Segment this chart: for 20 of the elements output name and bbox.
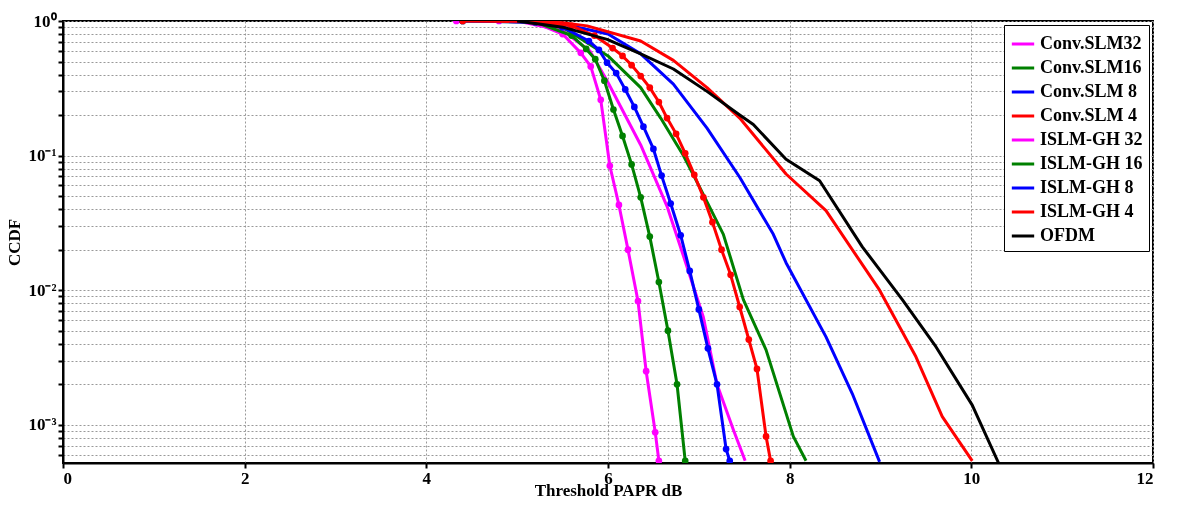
y-tick-label: 10⁻³ (28, 415, 57, 435)
x-tick-label: 0 (63, 468, 72, 488)
legend-label: ISLM-GH 32 (1040, 129, 1143, 149)
y-axis-title: CCDF (5, 218, 25, 267)
y-tick-label: 10⁻² (28, 280, 57, 300)
x-tick-label: 12 (1136, 468, 1154, 488)
legend-label: OFDM (1040, 225, 1095, 245)
legend-label: ISLM-GH 4 (1040, 201, 1134, 221)
x-tick-label: 2 (240, 468, 250, 488)
legend-label: Conv.SLM 8 (1040, 81, 1138, 101)
legend-label: Conv.SLM32 (1040, 33, 1142, 53)
legend-label: Conv.SLM 4 (1040, 105, 1138, 125)
x-tick-label: 10 (963, 468, 981, 488)
legend-label: ISLM-GH 8 (1040, 177, 1134, 197)
legend-label: ISLM-GH 16 (1040, 153, 1143, 173)
legend-label: Conv.SLM16 (1040, 57, 1142, 77)
y-tick-label: 10⁻¹ (28, 146, 57, 166)
x-tick-label: 4 (422, 468, 432, 488)
y-tick-label: 10⁰ (33, 11, 57, 31)
x-tick-label: 8 (785, 468, 795, 488)
